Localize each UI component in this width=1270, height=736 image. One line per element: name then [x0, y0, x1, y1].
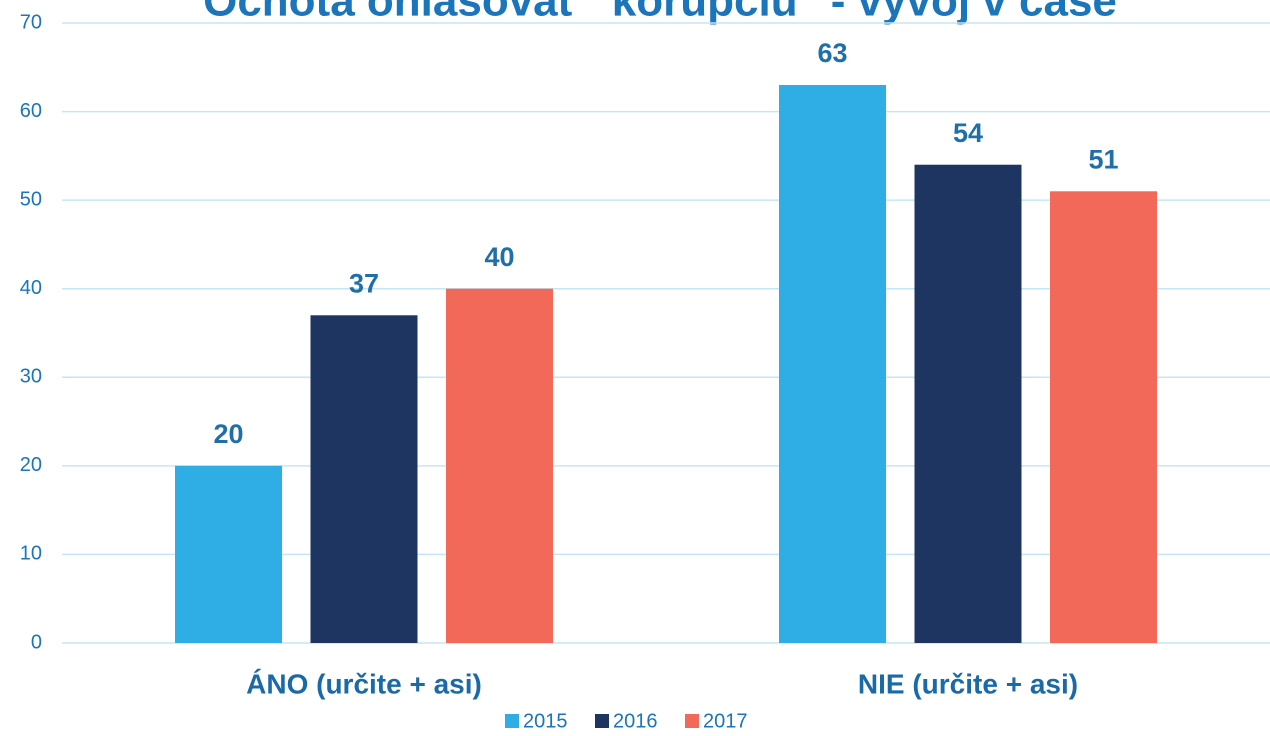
- y-tick-label: 70: [20, 11, 42, 33]
- data-label: 63: [817, 38, 847, 68]
- legend-swatch: [685, 714, 699, 728]
- bar: [779, 85, 886, 643]
- y-tick-label: 60: [20, 100, 42, 122]
- x-tick-label: ÁNO (určite + asi): [246, 668, 482, 699]
- bar: [446, 288, 553, 643]
- y-tick-label: 30: [20, 366, 42, 388]
- data-label: 40: [484, 242, 514, 272]
- legend-label: 2017: [703, 710, 748, 731]
- bar: [175, 465, 282, 643]
- y-tick-label: 10: [20, 543, 42, 565]
- legend-label: 2015: [523, 710, 568, 731]
- x-tick-label: NIE (určite + asi): [858, 668, 1078, 699]
- data-label: 54: [953, 118, 983, 148]
- y-tick-label: 20: [20, 454, 42, 476]
- legend-swatch: [595, 714, 609, 728]
- data-label: 20: [213, 419, 243, 449]
- bar: [1050, 191, 1157, 644]
- data-label: 37: [349, 268, 379, 298]
- chart-title: Ochota ohlasovať "korupciu" - vývoj v ča…: [203, 0, 1117, 26]
- bar: [310, 315, 418, 643]
- legend-swatch: [505, 714, 519, 728]
- y-tick-label: 50: [20, 188, 42, 210]
- y-tick-label: 0: [31, 631, 42, 653]
- bar: [914, 164, 1022, 643]
- legend-label: 2016: [613, 710, 658, 731]
- y-tick-label: 40: [20, 277, 42, 299]
- data-label: 51: [1088, 144, 1118, 174]
